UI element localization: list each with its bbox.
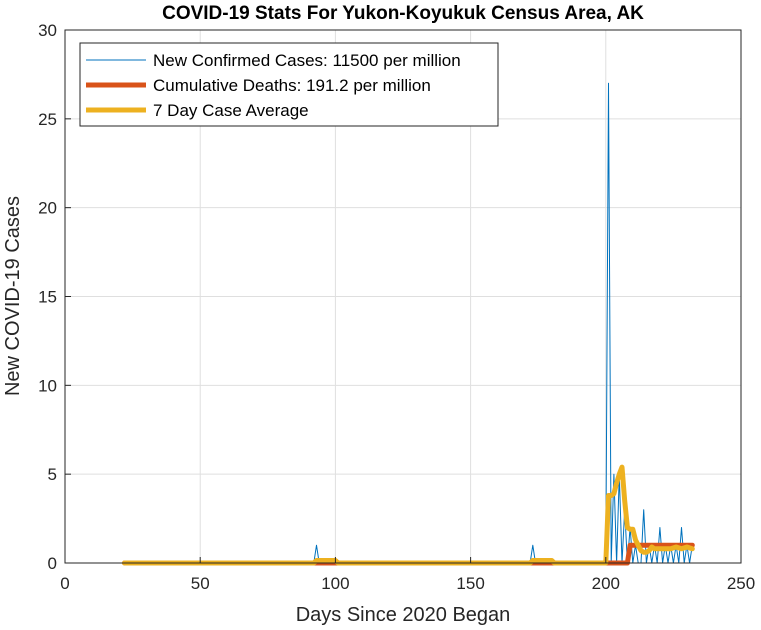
x-tick-label: 50 (191, 574, 210, 593)
x-axis-label: Days Since 2020 Began (296, 604, 511, 626)
x-tick-label: 0 (60, 574, 69, 593)
x-tick-label: 250 (727, 574, 755, 593)
x-tick-label: 200 (592, 574, 620, 593)
y-tick-label: 5 (48, 465, 57, 484)
y-tick-label: 25 (38, 110, 57, 129)
x-tick-label: 100 (321, 574, 349, 593)
legend-box (79, 42, 499, 127)
y-axis-label: New COVID-19 Cases (2, 196, 24, 396)
legend: New Confirmed Cases: 11500 per million C… (79, 42, 499, 127)
y-tick-label: 0 (48, 554, 57, 573)
legend-label-cumulative-deaths: Cumulative Deaths: 191.2 per million (153, 76, 431, 95)
chart-title: COVID-19 Stats For Yukon-Koyukuk Census … (162, 3, 644, 24)
tick-labels: 0 50 100 150 200 250 0 5 10 15 20 25 30 (38, 21, 755, 593)
y-tick-label: 15 (38, 288, 57, 307)
y-tick-label: 30 (38, 21, 57, 40)
ticks (64, 29, 742, 564)
y-tick-label: 10 (38, 376, 57, 395)
legend-label-7-day-average: 7 Day Case Average (153, 101, 309, 120)
legend-label-new-cases: New Confirmed Cases: 11500 per million (153, 51, 461, 70)
y-tick-label: 20 (38, 199, 57, 218)
x-tick-label: 150 (456, 574, 484, 593)
